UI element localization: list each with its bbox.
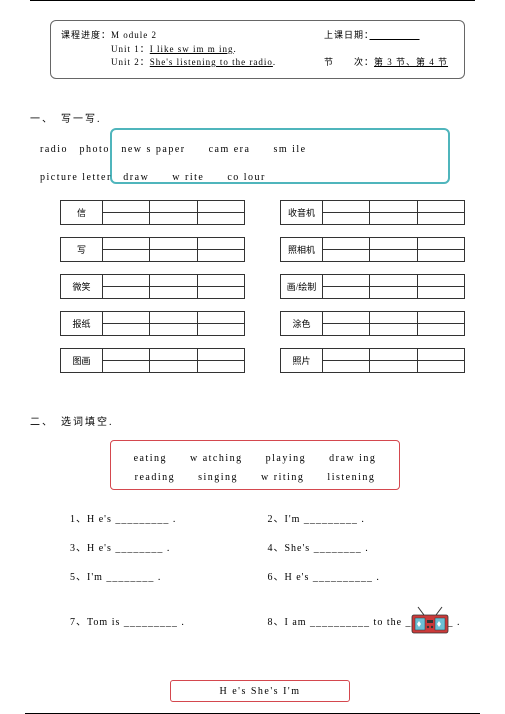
page-top-rule: [30, 0, 475, 1]
table-right-3: 涂色: [280, 311, 465, 336]
table-left-3: 报纸: [60, 311, 245, 336]
table-left-0: 信: [60, 200, 245, 225]
unit2-label: Unit 2：: [111, 57, 150, 67]
table-left-4: 图画: [60, 348, 245, 373]
tables-area: 信 收音机写 照相机微笑 画/绘制报纸 涂色图画 照片: [60, 200, 465, 385]
fill-1: 1、H e's _________ .: [70, 510, 268, 525]
section2-title: 二、 选词填空.: [30, 413, 114, 428]
module: M odule 2: [111, 30, 157, 40]
wordbox2-line2: reading singing w riting listening: [111, 468, 399, 487]
table-right-1: 照相机: [280, 237, 465, 262]
wordbox2-line1: eating w atching playing draw ing: [111, 449, 399, 468]
radio-icon: [410, 605, 450, 635]
unit2-text: She's listening to the radio: [150, 57, 273, 67]
table-right-4: 照片: [280, 348, 465, 373]
section1-title: 一、 写一写.: [30, 110, 102, 125]
fill-2: 2、I'm _________ .: [268, 510, 466, 525]
fill-3: 3、H e's ________ .: [70, 539, 268, 554]
wordline-2: picture letter draw w rite co lour: [40, 168, 266, 183]
table-right-2: 画/绘制: [280, 274, 465, 299]
bottom-box: H e's She's I'm: [170, 680, 350, 702]
table-left-1: 写: [60, 237, 245, 262]
fill-6: 6、H e's __________ .: [268, 568, 466, 583]
unit1-text: I like sw im m ing: [150, 44, 234, 54]
progress-label: 课程进度：: [61, 30, 111, 40]
section-value: 第 3 节、第 4 节: [374, 57, 448, 67]
header-box: 课程进度：M odule 2 上课日期： Unit 1：I like sw im…: [50, 20, 465, 79]
fill-area: 1、H e's _________ .2、I'm _________ .3、H …: [70, 510, 465, 642]
wordbox-2: eating w atching playing draw ing readin…: [110, 440, 400, 490]
wordline-1: radio photo new s paper cam era sm ile: [40, 140, 307, 155]
table-right-0: 收音机: [280, 200, 465, 225]
fill-4: 4、She's ________ .: [268, 539, 466, 554]
fill-7: 7、Tom is _________ .: [70, 613, 268, 628]
fill-5: 5、I'm ________ .: [70, 568, 268, 583]
date-label: 上课日期：: [324, 30, 370, 40]
unit1-label: Unit 1：: [111, 44, 150, 54]
section-label: 节 次：: [324, 57, 374, 67]
table-left-2: 微笑: [60, 274, 245, 299]
